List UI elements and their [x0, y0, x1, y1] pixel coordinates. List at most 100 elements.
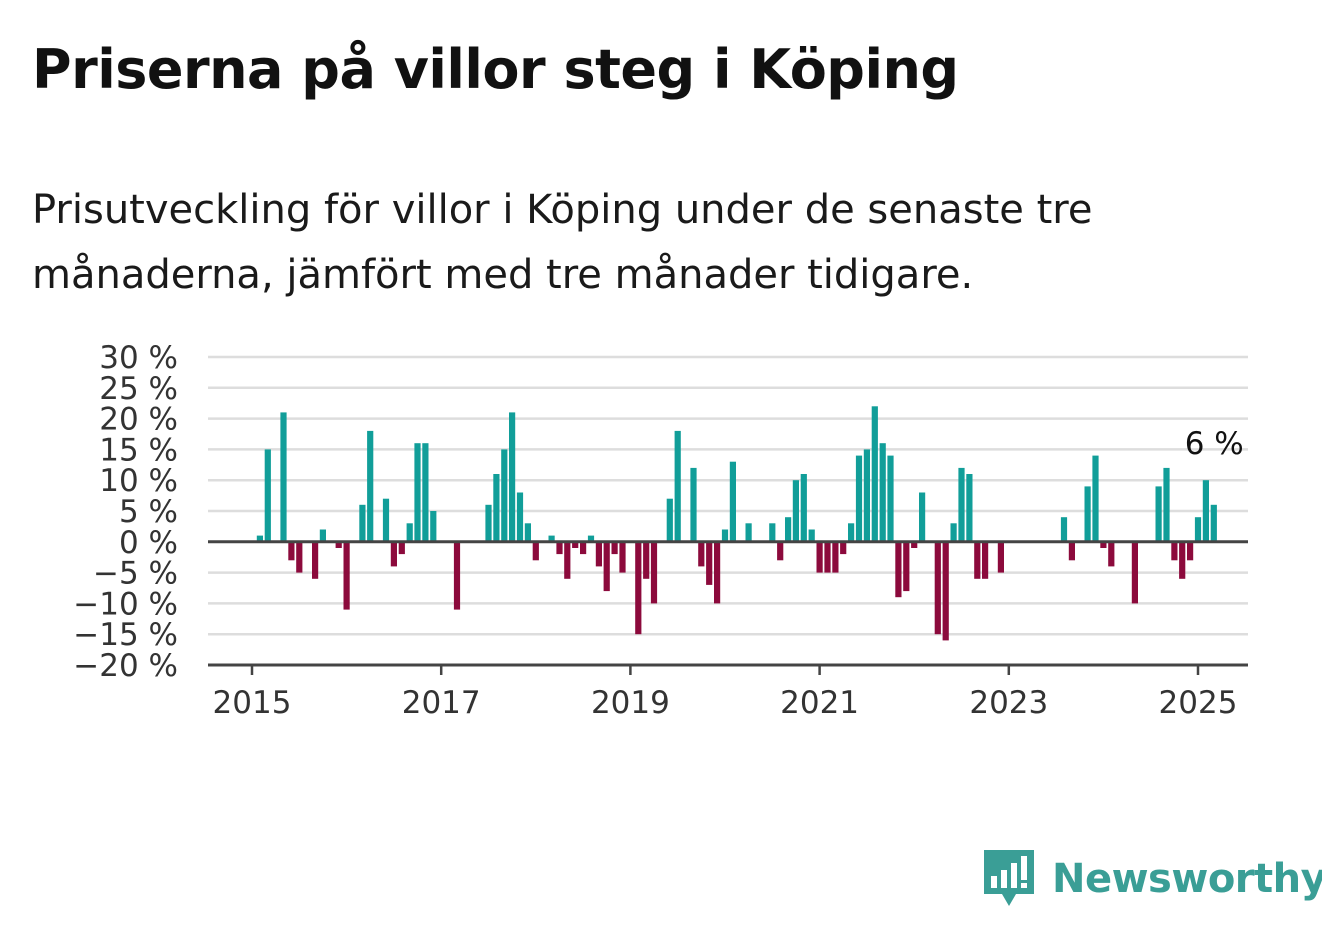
- chart-title: Priserna på villor steg i Köping: [32, 38, 959, 101]
- bar: [1068, 541, 1075, 561]
- bar: [548, 535, 555, 542]
- bar: [792, 480, 799, 542]
- y-tick-label: 0 %: [119, 525, 178, 561]
- bar: [556, 541, 563, 555]
- y-tick-label: −15 %: [73, 617, 178, 653]
- bar: [729, 461, 736, 542]
- bar: [390, 541, 397, 567]
- grid-lines: [208, 355, 1248, 636]
- bar: [524, 523, 531, 542]
- bar: [1179, 541, 1186, 579]
- bar: [359, 504, 366, 542]
- bar: [580, 541, 587, 555]
- bar: [1163, 467, 1170, 542]
- bar: [934, 541, 941, 635]
- bar: [312, 541, 319, 579]
- bar: [1194, 517, 1202, 542]
- bar: [903, 541, 910, 592]
- bar: [942, 541, 949, 641]
- bar: [832, 541, 839, 573]
- bar: [296, 541, 303, 573]
- y-tick-label: −20 %: [73, 648, 178, 684]
- bar: [808, 529, 815, 542]
- bar: [958, 467, 965, 542]
- value-label: 6 %: [1185, 426, 1244, 462]
- bar: [777, 541, 784, 561]
- bar: [1171, 541, 1178, 561]
- newsworthy-logo-icon: [984, 850, 1034, 906]
- bar: [382, 498, 390, 542]
- bar: [871, 406, 878, 542]
- bar: [406, 523, 413, 542]
- bar: [887, 455, 894, 542]
- bar: [706, 541, 713, 585]
- labels: 30 %25 %20 %15 %10 %5 %0 %−5 %−10 %−15 %…: [73, 340, 1244, 721]
- bar: [532, 541, 539, 561]
- bar: [1210, 504, 1217, 542]
- bar-chart: 30 %25 %20 %15 %10 %5 %0 %−5 %−10 %−15 %…: [73, 340, 1248, 721]
- chart-subtitle: Prisutveckling för villor i Köping under…: [32, 187, 1093, 298]
- bar: [603, 541, 610, 592]
- bar: [587, 535, 595, 542]
- bar: [643, 541, 650, 579]
- y-tick-label: 20 %: [99, 402, 178, 438]
- bar: [966, 474, 973, 542]
- x-tick-label: 2019: [591, 685, 670, 721]
- bar: [824, 541, 831, 573]
- bar: [501, 449, 508, 542]
- x-tick-label: 2015: [213, 685, 292, 721]
- bar: [974, 541, 981, 579]
- y-tick-label: 5 %: [119, 494, 178, 530]
- bar: [367, 430, 374, 542]
- newsworthy-logo: Newsworthy: [980, 848, 1322, 910]
- x-tick-label: 2025: [1159, 685, 1238, 721]
- newsworthy-logo-text: Newsworthy: [1052, 856, 1322, 902]
- bar: [280, 412, 287, 542]
- bar: [343, 541, 350, 610]
- x-tick-label: 2023: [969, 685, 1048, 721]
- bar: [1092, 455, 1099, 542]
- bar: [1084, 486, 1091, 542]
- bar: [1100, 541, 1107, 548]
- bar: [800, 474, 807, 542]
- bar: [690, 467, 697, 542]
- y-tick-label: −10 %: [73, 586, 178, 622]
- bar: [635, 541, 642, 635]
- bar: [264, 449, 271, 542]
- bar: [1155, 486, 1162, 542]
- bar: [414, 443, 421, 542]
- bar: [485, 504, 492, 542]
- bar: [855, 455, 863, 542]
- bar: [848, 523, 855, 542]
- bar: [745, 523, 752, 542]
- bars: [256, 406, 1217, 641]
- bar: [1060, 517, 1068, 542]
- bar: [895, 541, 902, 598]
- bar: [982, 541, 989, 579]
- x-tick-label: 2017: [402, 685, 481, 721]
- bar: [698, 541, 705, 567]
- bar: [650, 541, 658, 604]
- bar: [919, 492, 926, 542]
- y-tick-label: −5 %: [93, 556, 178, 592]
- bar: [493, 474, 500, 542]
- bar: [785, 517, 792, 542]
- bar: [666, 498, 673, 542]
- bar: [256, 535, 263, 542]
- bar: [453, 541, 461, 610]
- x-tick-label: 2021: [780, 685, 859, 721]
- bar: [1187, 541, 1194, 561]
- bar: [319, 529, 326, 542]
- y-tick-label: 30 %: [99, 340, 178, 376]
- bar: [816, 541, 823, 573]
- bar: [714, 541, 721, 604]
- bar: [422, 443, 429, 542]
- bar: [769, 523, 776, 542]
- bar: [674, 430, 681, 542]
- bar: [430, 511, 437, 542]
- bar: [911, 541, 918, 548]
- bar: [1202, 480, 1209, 542]
- bar: [572, 541, 579, 548]
- bar: [840, 541, 847, 555]
- y-tick-label: 25 %: [99, 371, 178, 407]
